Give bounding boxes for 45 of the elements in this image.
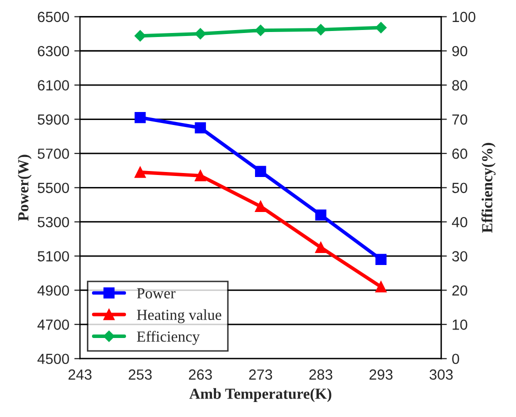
x-tick-label: 273 [249, 369, 272, 380]
y2-tick-label: 70 [452, 114, 468, 125]
x-tick-label: 263 [188, 369, 212, 380]
y2-tick-label: 90 [452, 46, 468, 56]
y2-tick-label: 10 [452, 320, 468, 330]
point [315, 209, 326, 221]
legend-label: Power [136, 288, 176, 298]
point [375, 281, 387, 292]
y2-tick-label: 100 [452, 12, 476, 22]
y-tick-label: 5700 [38, 148, 69, 159]
y-tick-label: 4900 [37, 285, 69, 296]
y-tick-label: 5300 [38, 216, 69, 228]
y2-tick-label: 60 [452, 148, 468, 159]
y2-tick-label: 20 [452, 285, 468, 296]
point [134, 112, 146, 124]
y-tick-label: 5100 [38, 251, 69, 262]
point [375, 254, 387, 266]
y-tick-label: 4700 [37, 320, 69, 330]
y-tick-label: 5500 [38, 182, 69, 194]
x-tick-label: 253 [128, 369, 152, 380]
y-tick-label: 6500 [38, 12, 69, 22]
y2-tick-label: 50 [452, 182, 468, 194]
x-tick-label: 303 [430, 369, 453, 380]
point [194, 170, 206, 182]
point [315, 242, 326, 254]
point [134, 166, 146, 178]
x-axis-title: Amb Temperature(K) [189, 388, 332, 402]
x-tick-label: 243 [68, 369, 92, 380]
y-tick-label: 6300 [38, 46, 69, 56]
legend-label: Efficiency [136, 330, 200, 345]
legend-label: Heating value [136, 309, 222, 324]
y2-tick-label: 30 [452, 251, 468, 262]
y2-axis-title: Efficiency(%) [481, 142, 496, 233]
y-axis-title: Power(W) [18, 154, 32, 221]
point [255, 200, 266, 212]
x-tick-label: 293 [370, 369, 393, 380]
y-tick-label: 4500 [37, 354, 69, 364]
y2-tick-label: 80 [452, 80, 468, 90]
y-tick-label: 6100 [38, 80, 69, 90]
point [194, 122, 206, 134]
x-tick-label: 283 [309, 369, 332, 380]
y2-tick-label: 0 [452, 354, 460, 364]
point [255, 166, 266, 177]
y2-tick-label: 40 [452, 216, 468, 228]
y-tick-label: 5900 [38, 114, 69, 125]
